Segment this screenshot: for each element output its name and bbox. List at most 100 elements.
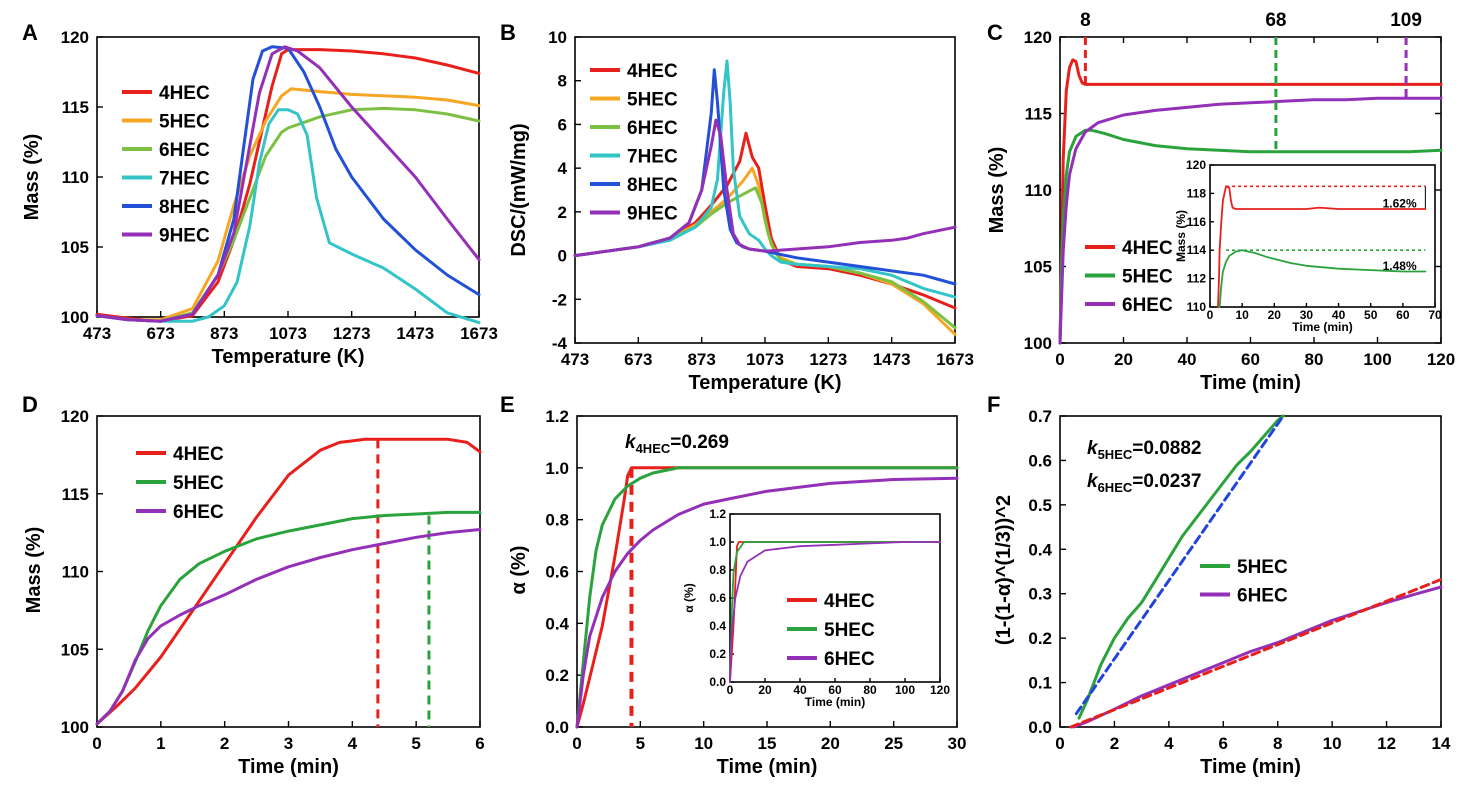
panel-c-inset-xtick-label: 50 <box>1364 308 1378 322</box>
panel-c-ytick-label: 115 <box>1025 105 1052 124</box>
panel-e-inset-ytick-label: 1.0 <box>709 535 726 549</box>
panel-a-chart: 473 673 873 1073 1273 1473 1673 100 105 110 115 120… <box>21 28 498 368</box>
panel-c-y-axis-label: Mass (%) <box>986 147 1008 234</box>
panel-c-xtick-label: 20 <box>1114 350 1133 369</box>
panel-f-legend-label: 6HEC <box>1237 586 1288 607</box>
panel-f-x-axis-label: Time (min) <box>1200 756 1301 778</box>
panel-a-series-line-5hec <box>95 87 481 322</box>
panel-e-inset-xtick-label: 80 <box>863 683 877 697</box>
panel-a-legend-label: 7HEC <box>159 169 210 190</box>
panel-b-legend-label: 7HEC <box>627 147 678 168</box>
panel-f-ytick-label: 0.4 <box>1028 540 1052 559</box>
panel-f-ytick-label: 0.2 <box>1028 629 1052 648</box>
panel-f-series-line-5hec <box>1077 414 1285 720</box>
panel-e-legend-label: 5HEC <box>824 620 875 641</box>
panel-f-y-axis-label: (1-(1-α)^(1/3))^2 <box>993 495 1015 645</box>
panel-e-xtick-label: 15 <box>758 734 777 753</box>
panel-f-xtick-label: 12 <box>1377 734 1396 753</box>
panel-f-xtick-label: 6 <box>1219 734 1228 753</box>
panel-e-inset-series-line-5hec <box>729 541 941 683</box>
panel-d-x-axis-label: Time (min) <box>238 756 339 778</box>
panel-c-inset-ytick-label: 116 <box>1187 215 1207 229</box>
panel-e-inset-ytick-label: 0.2 <box>709 647 726 661</box>
panel-f-rate-constant-label: k5HEC=0.0882 <box>1087 438 1201 462</box>
panel-b-ytick-label: 2 <box>558 203 567 222</box>
panel-label-d: D <box>22 392 38 417</box>
panel-a-ytick-label: 115 <box>62 98 89 117</box>
panel-c-xtick-label: 40 <box>1178 350 1197 369</box>
panel-e-inset-ytick-label: 0.6 <box>709 591 726 605</box>
panel-d-legend-label: 4HEC <box>173 444 224 465</box>
panel-e-series-line-5hec <box>575 466 959 729</box>
panel-a-series-line-9hec <box>95 45 481 323</box>
panel-a-ytick-label: 120 <box>61 28 89 47</box>
panel-f-xtick-label: 2 <box>1110 734 1119 753</box>
panel-c-legend-label: 4HEC <box>1122 238 1173 259</box>
panel-f-ytick-label: 0.7 <box>1028 407 1052 426</box>
panel-b-legend-label: 5HEC <box>627 90 678 111</box>
panel-e-ytick-label: 1.0 <box>545 459 569 478</box>
panel-a-xtick-label: 1273 <box>333 324 371 343</box>
panel-e-x-axis-label: Time (min) <box>717 756 818 778</box>
panel-d-xtick-label: 2 <box>220 734 229 753</box>
panel-a-ytick-label: 105 <box>61 238 89 257</box>
panel-e-inset-x-axis-label: Time (min) <box>805 695 865 709</box>
panel-e-ytick-label: 0.4 <box>545 614 569 633</box>
panel-c-ytick-label: 120 <box>1024 28 1052 47</box>
panel-c-marker-label: 109 <box>1390 10 1422 31</box>
panel-label-f: F <box>987 392 1000 417</box>
panel-e-inset-xtick-label: 60 <box>828 683 842 697</box>
panel-c-series-line-4hec <box>1058 58 1443 345</box>
panel-e-xtick-label: 10 <box>694 734 713 753</box>
panel-a-legend-label: 6HEC <box>159 140 210 161</box>
panel-a-ytick-label: 100 <box>61 308 89 327</box>
panel-a-ytick-label: 110 <box>62 168 89 187</box>
panel-c-xtick-label: 100 <box>1363 350 1391 369</box>
panel-b-x-axis-label: Temperature (K) <box>689 372 842 394</box>
panel-b-ytick-label: -2 <box>552 290 567 309</box>
panel-f-xtick-label: 0 <box>1055 734 1064 753</box>
panel-a-x-axis-label: Temperature (K) <box>212 346 365 368</box>
panel-f-xtick-label: 10 <box>1323 734 1342 753</box>
panel-d-ytick-label: 105 <box>61 640 89 659</box>
panel-d-plot-frame <box>96 415 481 728</box>
panel-c-inset-xtick-label: 40 <box>1332 308 1346 322</box>
panel-label-c: C <box>987 20 1003 45</box>
panel-b-xtick-label: 1273 <box>809 350 847 369</box>
panel-c-inset-xtick-label: 0 <box>1207 308 1214 322</box>
panel-e-ytick-label: 0.2 <box>545 666 569 685</box>
panel-d-y-axis-label: Mass (%) <box>23 527 45 614</box>
panel-d-series-line-4hec <box>95 437 482 726</box>
panel-e-inset-ytick-label: 0.4 <box>709 619 726 633</box>
panel-a-series-line-7hec <box>95 108 481 325</box>
panel-c-inset-annotation: 1.62% <box>1383 196 1417 210</box>
panel-c-ytick-label: 100 <box>1024 334 1052 353</box>
panel-c-legend-label: 6HEC <box>1122 295 1173 316</box>
panel-c-inset-series-line-5hec <box>1218 249 1427 308</box>
panel-e-xtick-label: 5 <box>636 734 645 753</box>
panel-a-legend-label: 5HEC <box>159 112 210 133</box>
panel-a-xtick-label: 1673 <box>460 324 498 343</box>
panel-d-xtick-label: 1 <box>156 734 165 753</box>
panel-c-marker-label: 8 <box>1080 10 1091 31</box>
panel-c-inset-y-axis-label: Mass (%) <box>1174 210 1188 262</box>
panel-e-inset-xtick-label: 20 <box>758 683 772 697</box>
panel-b-legend-label: 4HEC <box>627 61 678 82</box>
panel-d-ytick-label: 110 <box>62 563 89 582</box>
panel-e-xtick-label: 0 <box>572 734 581 753</box>
panel-f-series-line-6hec <box>1072 585 1443 729</box>
panel-e-xtick-label: 30 <box>948 734 967 753</box>
panel-b-legend-label: 8HEC <box>627 175 678 196</box>
panel-e-series-line-6hec <box>575 476 959 729</box>
panel-e-inset-xtick-label: 100 <box>895 683 915 697</box>
panel-f-ytick-label: 0.1 <box>1028 674 1052 693</box>
panel-c-inset-ytick-label: 112 <box>1187 272 1207 286</box>
panel-a-series-line-6hec <box>95 106 481 323</box>
panel-e-legend-label: 4HEC <box>824 591 875 612</box>
panel-d-xtick-label: 4 <box>348 734 358 753</box>
panel-d-legend-label: 5HEC <box>173 473 224 494</box>
panel-label-a: A <box>22 20 38 45</box>
panel-c-inset-ytick-label: 118 <box>1187 186 1207 200</box>
panel-e-inset-xtick-label: 0 <box>727 683 734 697</box>
panel-e-ytick-label: 1.2 <box>545 407 569 426</box>
